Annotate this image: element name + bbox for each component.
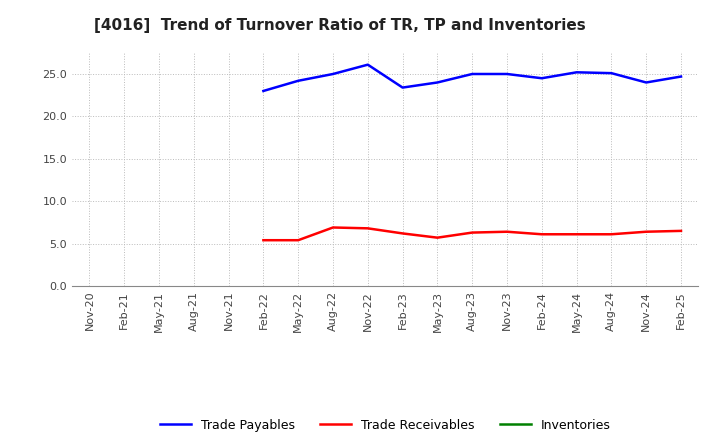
Trade Receivables (328, 225, 337, 230)
Trade Receivables (642, 229, 651, 235)
Trade Payables (677, 74, 685, 79)
Trade Payables (503, 71, 511, 77)
Trade Payables (572, 70, 581, 75)
Trade Payables (259, 88, 268, 94)
Trade Receivables (398, 231, 407, 236)
Legend: Trade Payables, Trade Receivables, Inventories: Trade Payables, Trade Receivables, Inven… (155, 414, 616, 436)
Trade Receivables (537, 231, 546, 237)
Trade Receivables (294, 238, 302, 243)
Trade Receivables (677, 228, 685, 234)
Trade Payables (433, 80, 442, 85)
Trade Receivables (572, 231, 581, 237)
Trade Receivables (607, 231, 616, 237)
Trade Receivables (468, 230, 477, 235)
Trade Payables (642, 80, 651, 85)
Trade Payables (364, 62, 372, 67)
Line: Trade Payables: Trade Payables (264, 65, 681, 91)
Trade Receivables (433, 235, 442, 240)
Trade Payables (398, 85, 407, 90)
Trade Payables (328, 71, 337, 77)
Trade Receivables (259, 238, 268, 243)
Trade Receivables (503, 229, 511, 235)
Text: [4016]  Trend of Turnover Ratio of TR, TP and Inventories: [4016] Trend of Turnover Ratio of TR, TP… (94, 18, 585, 33)
Trade Payables (607, 70, 616, 76)
Trade Payables (537, 76, 546, 81)
Line: Trade Receivables: Trade Receivables (264, 227, 681, 240)
Trade Payables (468, 71, 477, 77)
Trade Receivables (364, 226, 372, 231)
Trade Payables (294, 78, 302, 84)
